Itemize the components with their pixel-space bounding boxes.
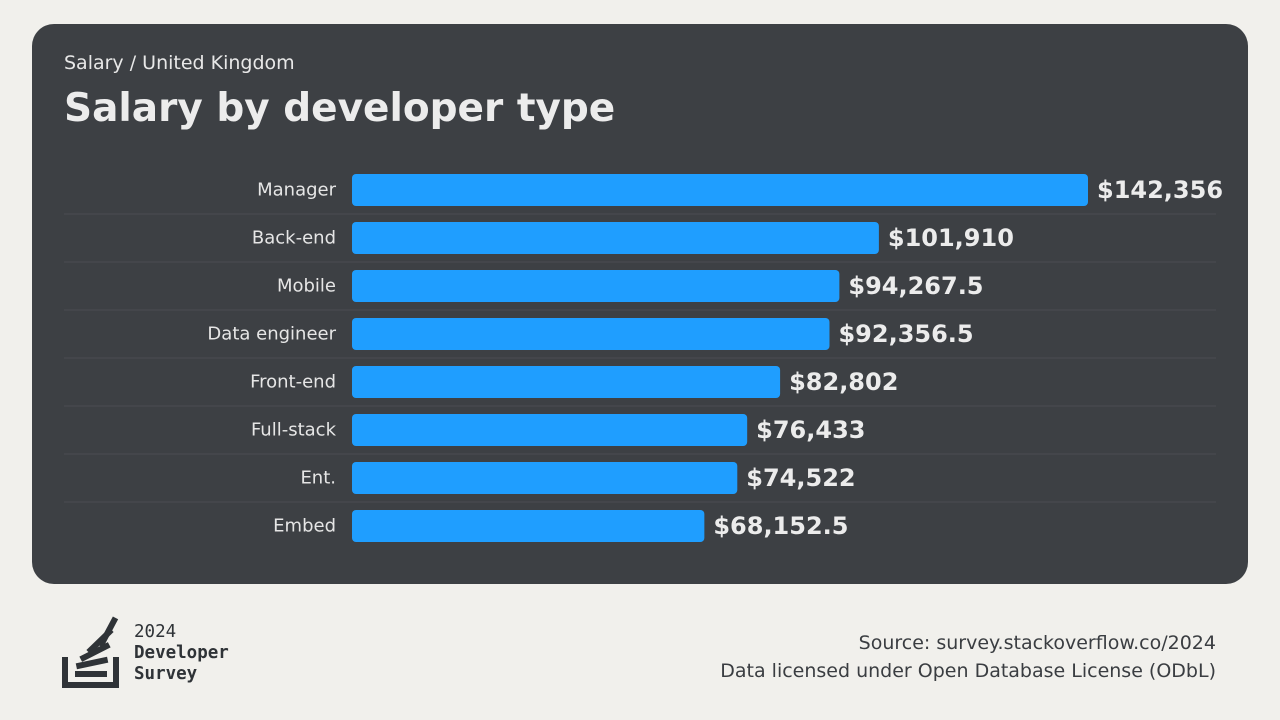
category-label: Back-end — [252, 228, 336, 249]
bar — [352, 510, 705, 542]
value-label: $74,522 — [746, 464, 855, 492]
brand-year: 2024 — [134, 622, 177, 642]
category-label: Mobile — [277, 276, 336, 297]
bar — [352, 318, 830, 350]
bar — [352, 366, 781, 398]
bar — [352, 270, 840, 302]
category-label: Front-end — [250, 372, 336, 393]
survey-brand: 2024 Developer Survey — [134, 622, 229, 685]
category-label: Data engineer — [207, 324, 336, 345]
value-label: $94,267.5 — [848, 272, 983, 300]
value-label: $142,356 — [1097, 176, 1223, 204]
brand-line-survey: Survey — [134, 664, 198, 684]
breadcrumb: Salary / United Kingdom — [64, 52, 295, 74]
value-label: $101,910 — [888, 224, 1014, 252]
bar — [352, 414, 748, 446]
bar — [352, 174, 1088, 206]
chart-card: Salary / United Kingdom Salary by develo… — [32, 24, 1248, 584]
brand-line-developer: Developer — [134, 643, 229, 663]
value-label: $82,802 — [789, 368, 898, 396]
category-label: Manager — [257, 180, 336, 201]
category-label: Ent. — [300, 468, 336, 489]
stack-overflow-logo-icon — [62, 616, 119, 688]
bar — [352, 222, 879, 254]
chart-title: Salary by developer type — [64, 86, 616, 131]
value-label: $76,433 — [756, 416, 865, 444]
bar — [352, 462, 738, 494]
license-text: Data licensed under Open Database Licens… — [720, 660, 1216, 682]
source-block: Source: survey.stackoverflow.co/2024 Dat… — [720, 629, 1216, 685]
value-label: $92,356.5 — [838, 320, 973, 348]
value-label: $68,152.5 — [713, 512, 848, 540]
bar-chart: Manager $142,356 Back-end $101,910 Mobile $94… — [64, 174, 1223, 542]
category-label: Full-stack — [251, 420, 337, 441]
source-link: Source: survey.stackoverflow.co/2024 — [858, 632, 1216, 654]
category-label: Embed — [273, 516, 336, 537]
